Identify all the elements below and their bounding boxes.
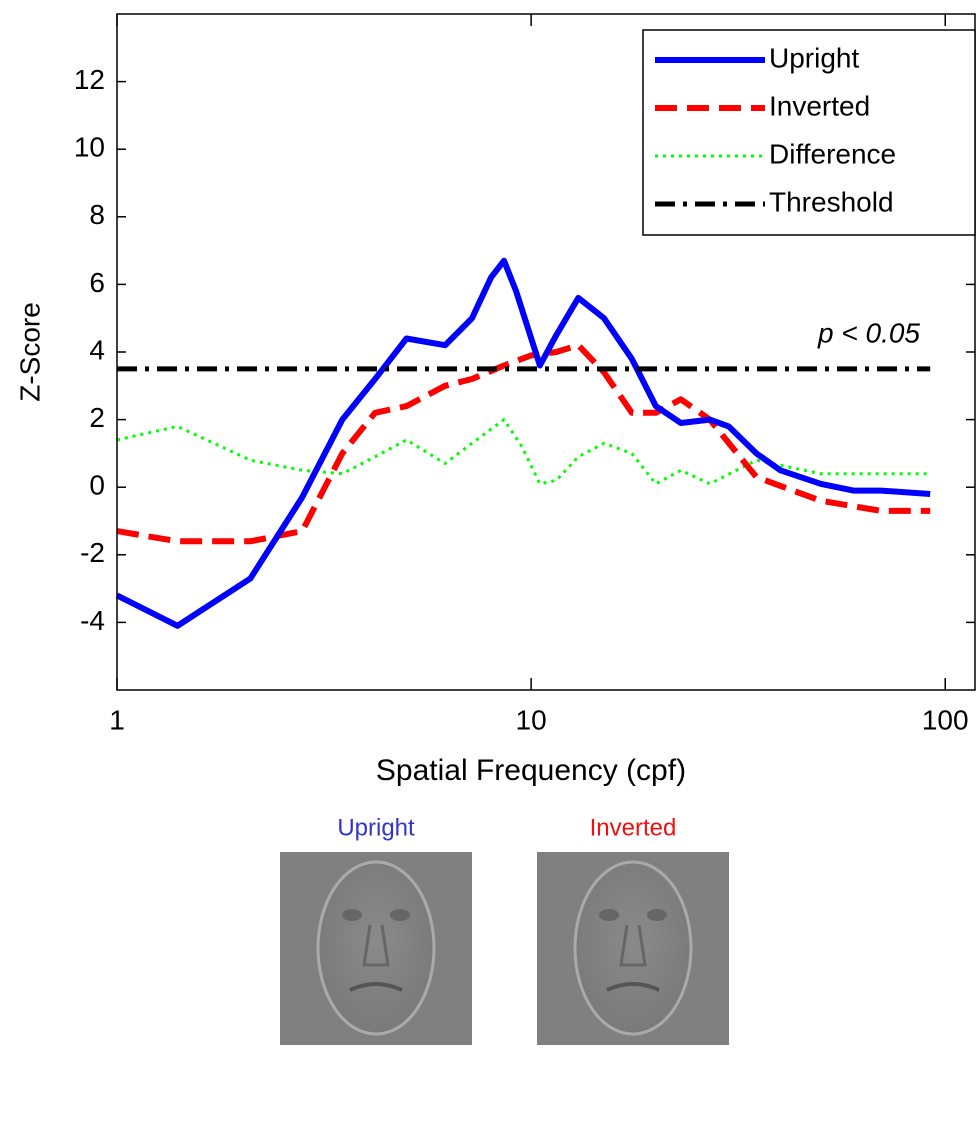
series-line (116, 418, 931, 486)
y-tick-label: 10 (74, 132, 105, 163)
image-label: Upright (337, 814, 415, 841)
x-tick-label: 10 (516, 704, 547, 735)
plot-frame (116, 13, 976, 691)
x-tick-label: 100 (922, 704, 969, 735)
y-tick-label: 12 (74, 64, 105, 95)
y-tick-label: 8 (89, 199, 105, 230)
x-axis-label: Spatial Frequency (cpf) (376, 754, 686, 787)
y-tick-label: 4 (89, 334, 105, 365)
y-axis-label: Z-Score (14, 302, 45, 402)
legend-label: Upright (769, 42, 859, 73)
legend-box (642, 29, 976, 236)
annotation: p < 0.05 (817, 317, 920, 348)
legend-label: Difference (769, 138, 896, 169)
legend-label: Inverted (769, 90, 870, 121)
y-tick-label: 6 (89, 267, 105, 298)
face-image (280, 852, 472, 1045)
y-tick-label: 0 (89, 470, 105, 501)
face-image (537, 852, 729, 1045)
series-line (115, 257, 931, 629)
y-tick-label: -4 (80, 605, 105, 636)
x-tick-label: 1 (109, 704, 125, 735)
series-line (116, 342, 931, 545)
y-tick-label: -2 (80, 537, 105, 568)
legend-label: Threshold (769, 186, 894, 217)
y-tick-label: 2 (89, 402, 105, 433)
image-label: Inverted (590, 814, 677, 841)
